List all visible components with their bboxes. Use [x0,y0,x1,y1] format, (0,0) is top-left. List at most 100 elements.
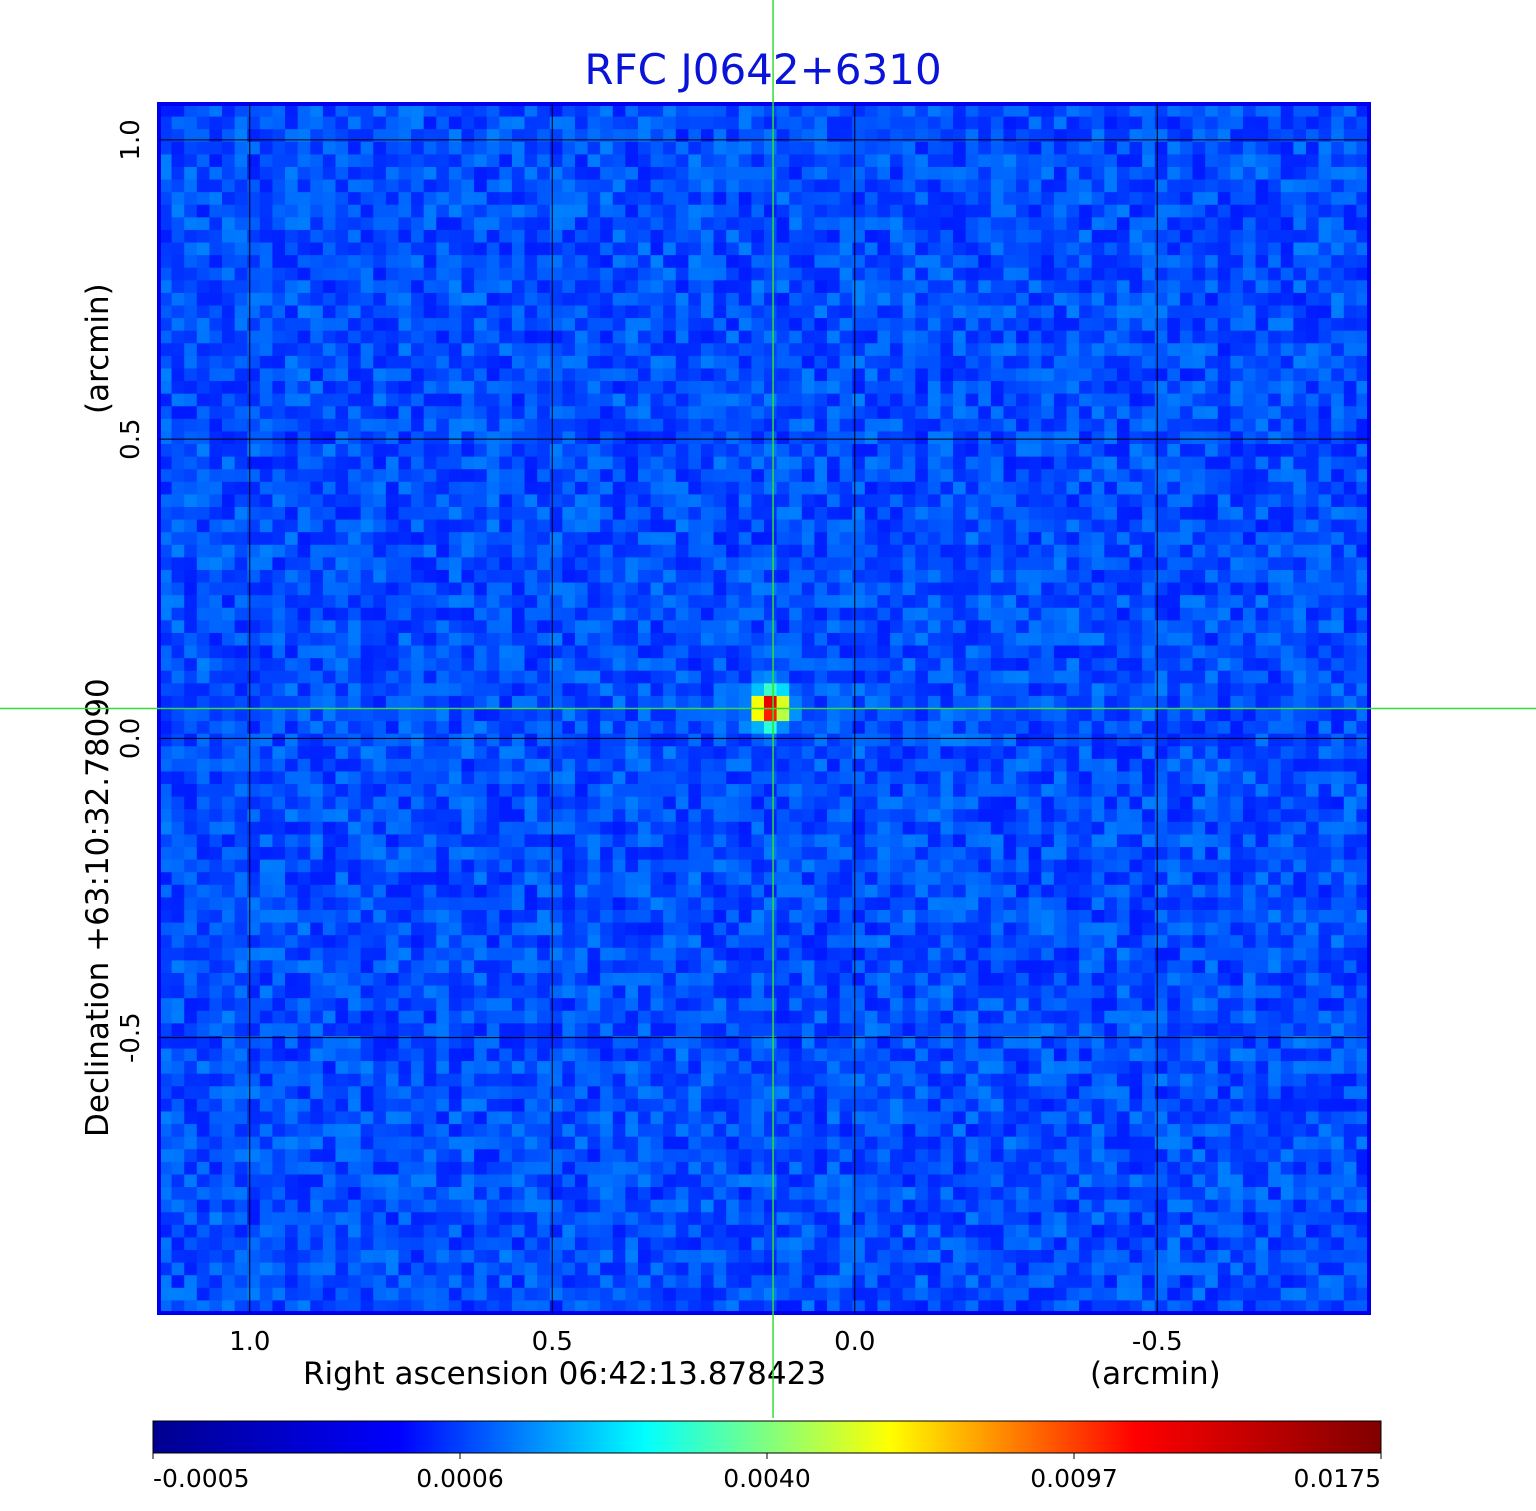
heat-pixel [852,683,866,697]
heat-pixel [196,481,211,495]
heat-pixel [675,217,689,231]
heat-pixel [1192,569,1206,584]
heat-pixel [1268,141,1282,155]
heat-pixel [1217,595,1231,609]
heat-pixel [1016,695,1030,710]
heat-pixel [827,129,841,143]
heat-pixel [499,695,513,710]
heat-pixel [700,204,715,218]
heat-pixel [801,318,816,332]
heat-pixel [1041,381,1055,395]
heat-pixel [1205,582,1219,596]
heat-pixel [411,645,425,659]
heat-pixel [423,305,437,319]
heat-pixel [1331,708,1345,722]
heat-pixel [1179,305,1194,319]
heat-pixel [1028,733,1042,747]
heat-pixel [713,695,727,710]
heat-pixel [1129,242,1143,256]
heat-pixel [335,343,349,357]
heat-pixel [600,116,614,130]
heat-pixel [1104,406,1118,420]
heat-pixel [852,607,866,621]
heat-pixel [877,607,891,621]
heat-pixel [827,557,841,571]
heat-pixel [1293,393,1307,407]
heat-pixel [650,406,664,420]
heat-pixel [348,658,362,672]
heat-pixel [940,595,954,609]
heat-pixel [915,746,929,760]
heat-pixel [1205,532,1219,546]
heat-pixel [348,179,362,193]
heat-pixel [1205,318,1219,332]
heat-pixel [1116,733,1131,747]
heat-pixel [335,406,349,420]
heat-pixel [562,645,576,659]
heat-pixel [612,368,626,382]
heat-pixel [1091,670,1105,684]
heat-pixel [839,318,853,332]
heat-pixel [549,406,563,420]
heat-pixel [587,229,601,244]
heat-pixel [890,708,904,722]
heat-pixel [1028,129,1042,143]
heat-pixel [1305,645,1320,659]
heat-pixel [789,645,803,659]
heat-pixel [1179,733,1194,747]
heat-pixel [965,733,979,747]
heat-pixel [322,343,337,357]
heat-pixel [637,569,652,584]
heat-pixel [574,708,589,722]
heat-pixel [234,595,248,609]
heat-pixel [310,507,324,521]
heat-pixel [751,204,765,218]
heat-pixel [1217,166,1231,181]
heat-pixel [171,381,185,395]
heat-pixel [902,670,916,684]
heat-pixel [990,192,1005,206]
heat-pixel [222,670,236,684]
heat-pixel [1142,456,1156,470]
heat-pixel [915,255,929,269]
heat-pixel [1343,255,1357,269]
heat-pixel [700,368,715,382]
heat-pixel [1053,481,1068,495]
heat-pixel [1305,431,1320,445]
heat-pixel [713,305,727,319]
heat-pixel [940,129,954,143]
heat-pixel [789,708,803,722]
heat-pixel [637,368,652,382]
heat-pixel [423,229,437,244]
heat-pixel [537,557,551,571]
heat-pixel [612,280,626,294]
heat-pixel [625,658,639,672]
heat-pixel [600,632,614,647]
heat-pixel [549,116,563,130]
heat-pixel [1104,721,1118,735]
heat-pixel [1179,393,1194,407]
heat-pixel [196,683,211,697]
heat-pixel [385,229,400,244]
heat-pixel [1230,418,1244,433]
heat-pixel [612,658,626,672]
heat-pixel [1091,166,1105,181]
heat-pixel [663,204,677,218]
heat-pixel [978,217,992,231]
heat-pixel [511,456,526,470]
heat-pixel [373,444,387,458]
heat-pixel [574,670,589,684]
heat-pixel [222,683,236,697]
heat-pixel [965,746,979,760]
heat-pixel [864,544,879,558]
heat-pixel [814,381,828,395]
heat-pixel [524,494,538,508]
heat-pixel [864,368,879,382]
heat-pixel [562,557,576,571]
heat-pixel [474,418,488,433]
heat-pixel [637,658,652,672]
heat-pixel [927,104,942,118]
heat-pixel [1217,318,1231,332]
heat-pixel [1129,280,1143,294]
heat-pixel [234,381,248,395]
